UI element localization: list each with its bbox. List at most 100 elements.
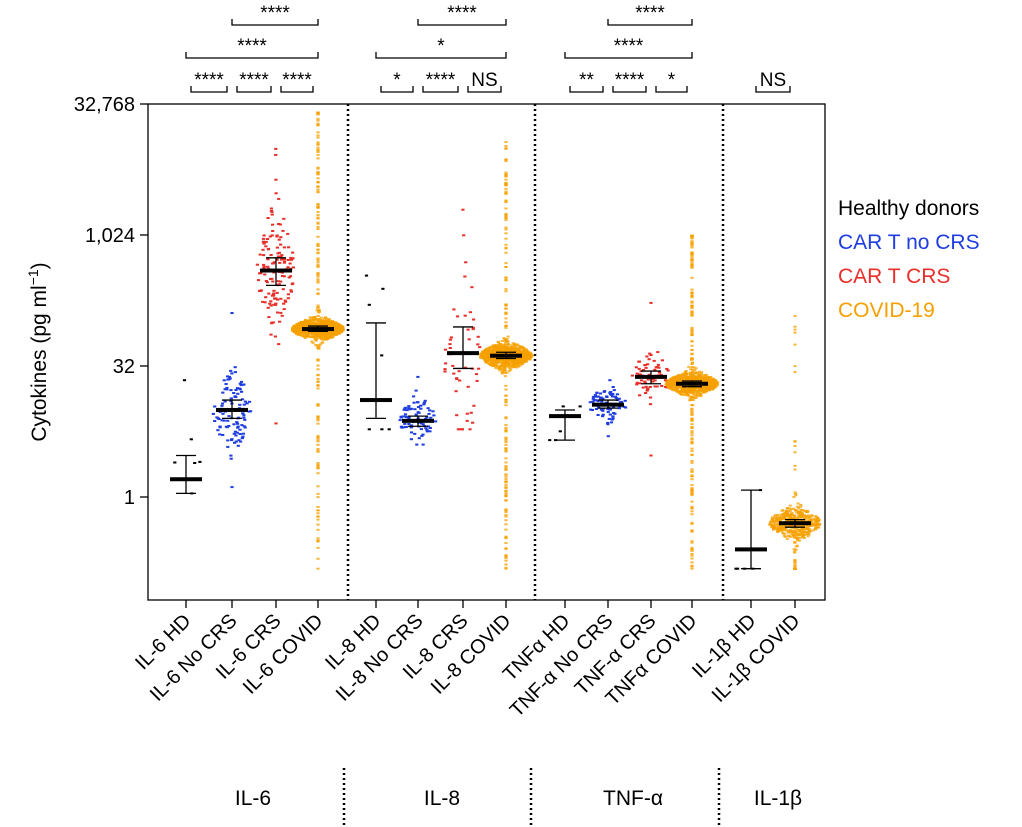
data-point <box>504 365 508 368</box>
data-point <box>304 325 308 328</box>
data-point <box>770 516 775 519</box>
data-point <box>792 525 796 528</box>
data-point <box>504 528 508 531</box>
data-point <box>505 349 509 352</box>
data-point <box>504 178 508 181</box>
data-point <box>484 351 488 354</box>
data-point <box>266 217 270 219</box>
data-point <box>428 409 432 412</box>
data-point <box>709 385 713 388</box>
data-point <box>324 338 328 341</box>
data-point <box>300 334 304 337</box>
data-point <box>521 354 525 357</box>
data-point <box>688 396 692 399</box>
data-point <box>316 374 320 377</box>
data-point <box>504 192 508 195</box>
data-point <box>455 414 459 417</box>
data-point <box>690 361 694 364</box>
data-point <box>596 414 600 416</box>
data-point <box>694 375 698 378</box>
data-point <box>277 223 281 225</box>
data-point <box>792 536 796 539</box>
data-point <box>274 422 278 425</box>
data-point <box>520 363 524 366</box>
data-point <box>316 512 320 515</box>
data-point <box>618 406 622 409</box>
data-point <box>308 316 312 319</box>
significance-bracket <box>375 52 507 59</box>
data-point <box>316 447 320 450</box>
data-point <box>486 350 490 352</box>
data-point <box>316 157 320 160</box>
data-point <box>504 321 508 324</box>
data-point <box>782 515 786 518</box>
data-point <box>690 237 694 240</box>
data-point <box>463 366 468 369</box>
data-point <box>504 480 508 483</box>
data-point <box>486 359 490 362</box>
data-point <box>795 532 799 535</box>
data-point <box>697 392 701 395</box>
data-point <box>274 192 278 195</box>
data-point <box>262 263 266 266</box>
data-point <box>682 389 686 392</box>
data-point <box>682 391 686 394</box>
data-point <box>316 151 320 153</box>
data-point <box>316 315 320 317</box>
data-point <box>807 514 811 517</box>
data-point <box>336 330 340 333</box>
data-point <box>686 377 690 380</box>
significance-label: **** <box>447 3 477 24</box>
data-point <box>638 394 642 397</box>
data-point <box>708 383 713 386</box>
data-point <box>793 550 797 553</box>
data-point <box>655 366 659 368</box>
data-point <box>506 350 510 353</box>
data-point <box>793 343 797 346</box>
data-point <box>510 346 514 349</box>
median-bar <box>447 351 479 356</box>
data-point <box>230 438 234 441</box>
data-point <box>332 324 336 327</box>
data-point <box>499 347 503 350</box>
data-point <box>296 330 300 333</box>
significance-bracket <box>755 86 791 93</box>
data-point <box>665 367 669 370</box>
data-point <box>595 395 599 398</box>
data-point <box>467 338 471 341</box>
data-point <box>787 529 791 532</box>
data-point <box>640 379 644 382</box>
data-point <box>478 346 482 349</box>
data-point <box>795 511 799 514</box>
data-point <box>510 347 515 350</box>
data-point <box>690 494 694 497</box>
data-point <box>606 411 610 413</box>
data-point <box>264 280 268 282</box>
data-point <box>399 416 403 419</box>
data-point <box>306 331 310 334</box>
data-point <box>419 428 423 431</box>
data-point <box>601 415 605 418</box>
data-point <box>787 535 791 538</box>
data-point <box>505 343 510 346</box>
data-point <box>322 334 326 336</box>
data-point <box>213 405 217 408</box>
data-point <box>675 385 679 388</box>
data-point <box>316 418 320 421</box>
data-point <box>316 122 320 125</box>
data-point <box>316 248 320 251</box>
data-point <box>403 407 407 410</box>
data-point <box>734 567 738 570</box>
data-point <box>304 324 308 327</box>
data-point <box>310 340 314 343</box>
data-point <box>645 389 649 392</box>
median-bar <box>549 414 581 419</box>
data-point <box>264 296 268 299</box>
data-point <box>599 397 603 400</box>
data-point <box>504 515 508 518</box>
data-point <box>690 500 694 503</box>
data-point <box>793 514 797 517</box>
data-point <box>501 362 505 365</box>
data-point <box>291 251 295 254</box>
data-point <box>236 425 240 428</box>
